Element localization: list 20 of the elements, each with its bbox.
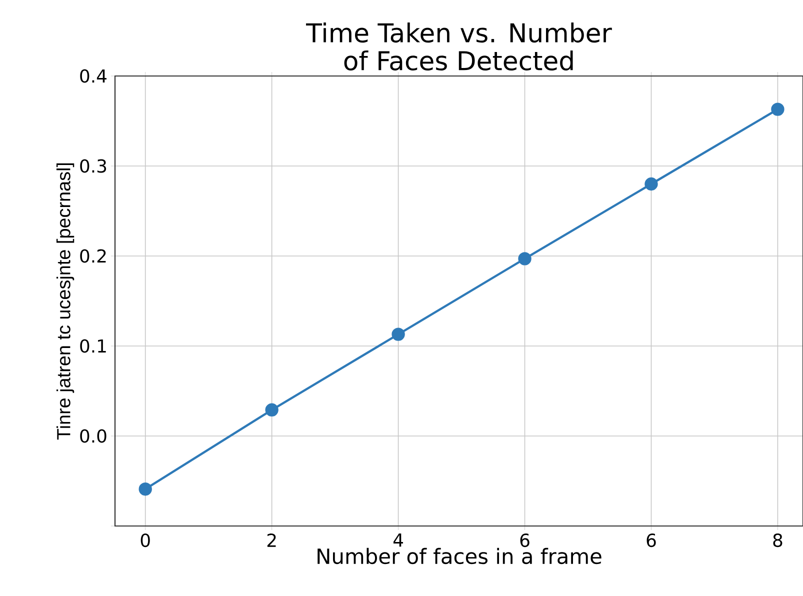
x-axis-title: Number of faces in a frame: [318, 548, 602, 564]
y-tick-label: 0.0: [80, 429, 106, 443]
x-tick-label: 0: [140, 534, 150, 548]
point: [138, 482, 152, 496]
x-tick-label: 6: [646, 534, 656, 548]
y-tick-label: 0.2: [80, 249, 106, 263]
x-tick-label: 8: [773, 534, 782, 548]
point: [644, 177, 658, 191]
y-tick-label: 0.4: [80, 69, 106, 83]
x-tick-label: 4: [393, 534, 403, 547]
point: [392, 328, 405, 341]
y-axis-title: Tinre jatren tc ucesjnte [pecrnasl]: [56, 163, 74, 440]
chart-title: Time Taken vs. Number of Faces Detected: [306, 22, 612, 70]
point: [771, 102, 784, 116]
point: [518, 252, 532, 266]
y-tick-label: 0.1: [80, 339, 106, 353]
y-tick-label: 0.3: [80, 159, 106, 173]
point: [265, 403, 278, 416]
x-tick-label: 2: [267, 534, 276, 547]
x-tick-label: 6: [520, 534, 530, 548]
